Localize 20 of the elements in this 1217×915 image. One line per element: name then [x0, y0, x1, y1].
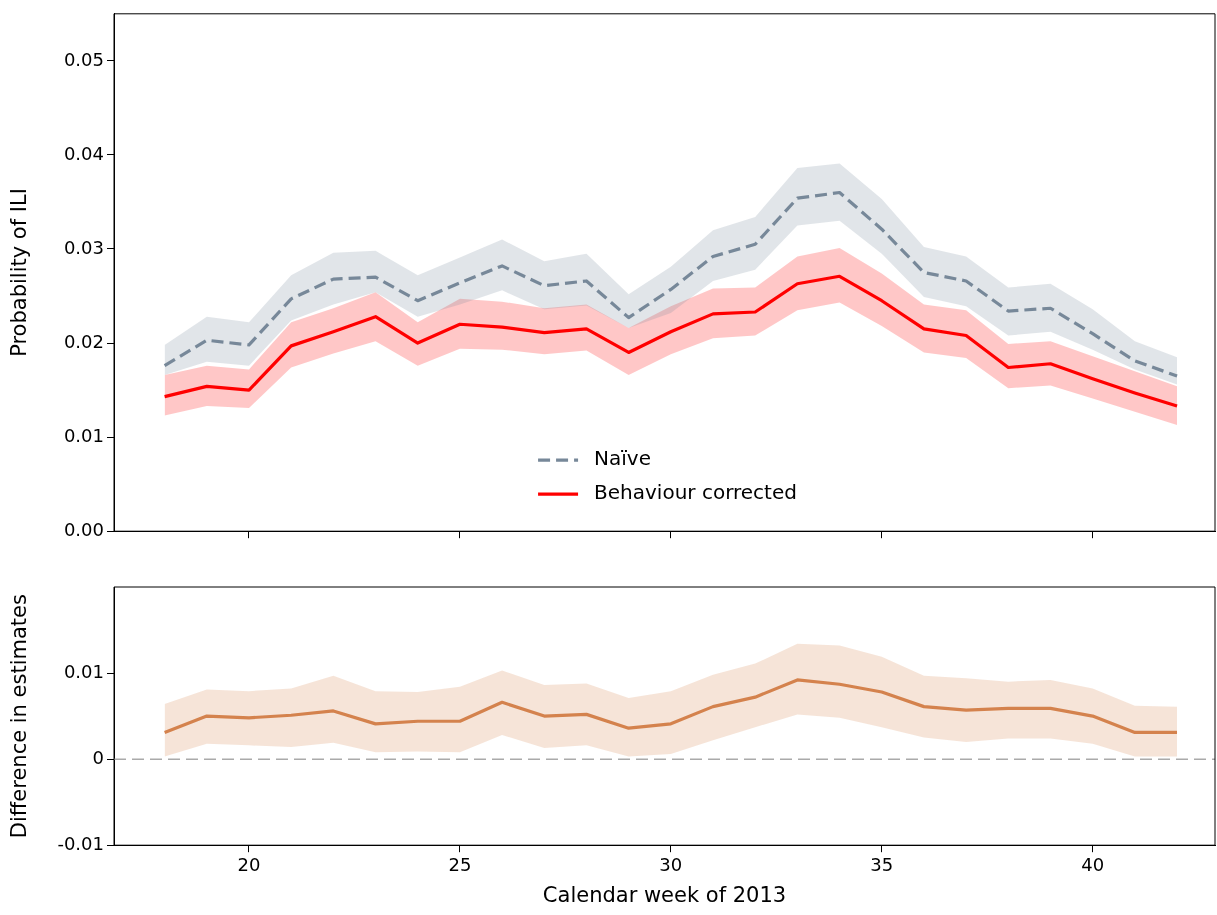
y-tick-label: 0.02 [63, 330, 104, 352]
x-tick-label: 35 [870, 853, 894, 875]
y-tick-label: -0.01 [57, 832, 104, 854]
x-axis-title: Calendar week of 2013 [542, 882, 787, 907]
y-axis-title: Difference in estimates [7, 594, 32, 839]
y-tick-label: 0.01 [63, 660, 104, 682]
y-tick-label: 0.01 [63, 424, 104, 446]
y-tick-label: 0 [92, 746, 104, 768]
x-tick-label: 30 [659, 853, 683, 875]
y-tick-label: 0.04 [63, 142, 104, 164]
x-tick-label: 20 [237, 853, 261, 875]
y-tick-label: 0.00 [63, 518, 104, 540]
y-axis-title: Probability of ILI [7, 188, 32, 357]
legend-label: Naïve [594, 446, 651, 471]
y-tick-label: 0.05 [63, 48, 104, 70]
x-tick-label: 40 [1081, 853, 1105, 875]
y-tick-label: 0.03 [63, 236, 104, 258]
legend-label: Behaviour corrected [594, 480, 797, 505]
line-series [163, 190, 1179, 378]
x-tick-label: 25 [448, 853, 472, 875]
